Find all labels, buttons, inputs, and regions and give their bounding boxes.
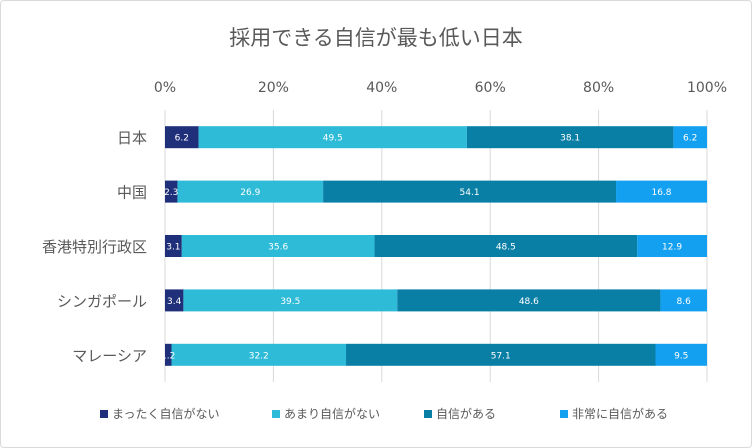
bar-segment: [660, 289, 707, 312]
x-tick-label: 20%: [258, 80, 289, 96]
legend-swatch: [424, 410, 432, 418]
bar-segment: [673, 126, 707, 149]
data-label: 57.1: [491, 351, 511, 361]
bar-segment: [177, 180, 324, 203]
bar-segment: [397, 289, 661, 312]
data-label: 3.1: [166, 243, 180, 253]
bars: [165, 126, 707, 366]
legend-swatch: [100, 410, 108, 418]
data-label: 8.6: [677, 297, 692, 307]
x-tick-label: 60%: [475, 80, 506, 96]
x-tick-label: 40%: [366, 80, 397, 96]
bar-segment: [466, 126, 674, 149]
data-label: 39.5: [280, 297, 300, 307]
legend-label: あまり自信がない: [284, 406, 380, 421]
legend-swatch: [560, 410, 568, 418]
legend-label: 自信がある: [436, 406, 496, 421]
data-label: 3.4: [167, 297, 182, 307]
bar-segment: [165, 289, 184, 312]
bar-segment: [165, 235, 182, 257]
bar-segment: [165, 343, 172, 366]
data-label: 26.9: [240, 188, 260, 198]
data-label: 49.5: [323, 134, 343, 144]
data-label: 32.2: [249, 351, 269, 361]
data-label: 54.1: [460, 188, 480, 198]
chart-title: 採用できる自信が最も低い日本: [229, 26, 523, 50]
data-label: 12.9: [662, 243, 682, 253]
bar-segment: [616, 180, 707, 203]
data-labels: 6.2 49.5 38.1 6.2 2.3 26.9 54.1 16.8 3.1 35.6 48.5…: [161, 134, 697, 362]
x-tick-label: 80%: [583, 80, 614, 96]
bar-segment: [183, 289, 398, 312]
data-label: 6.2: [683, 134, 697, 144]
bar-segment: [171, 343, 347, 366]
category-label: シンガポール: [57, 292, 147, 310]
x-tick-label: 0%: [154, 80, 176, 96]
bar-segment: [346, 343, 656, 366]
data-label: 38.1: [560, 134, 580, 144]
legend: まったく自信がない あまり自信がない 自信がある 非常に自信がある: [100, 406, 668, 421]
x-axis-ticks: 0% 20% 40% 60% 80% 100%: [154, 80, 727, 96]
bar-segment: [181, 235, 375, 257]
category-label: 香港特別行政区: [42, 238, 147, 256]
x-tick-label: 100%: [687, 80, 727, 96]
data-label: 2.3: [164, 188, 178, 198]
legend-label: 非常に自信がある: [572, 406, 668, 421]
bar-segment: [165, 180, 178, 203]
bar-segment: [374, 235, 638, 257]
legend-swatch: [272, 410, 280, 418]
data-label: 48.5: [496, 243, 516, 253]
category-label: マレーシア: [72, 347, 147, 365]
bar-segment: [198, 126, 467, 149]
data-label: 9.5: [674, 351, 688, 361]
bar-segment: [655, 343, 707, 366]
data-label: 35.6: [268, 243, 288, 253]
category-label: 中国: [117, 184, 147, 202]
category-label: 日本: [117, 129, 147, 147]
bar-segment: [323, 180, 617, 203]
data-label: 6.2: [175, 134, 189, 144]
bar-segment: [637, 235, 707, 257]
bar-segment: [165, 126, 199, 149]
legend-label: まったく自信がない: [112, 406, 220, 421]
data-label: 48.6: [519, 297, 539, 307]
data-label: 1.2: [161, 351, 175, 361]
data-label: 16.8: [651, 188, 671, 198]
